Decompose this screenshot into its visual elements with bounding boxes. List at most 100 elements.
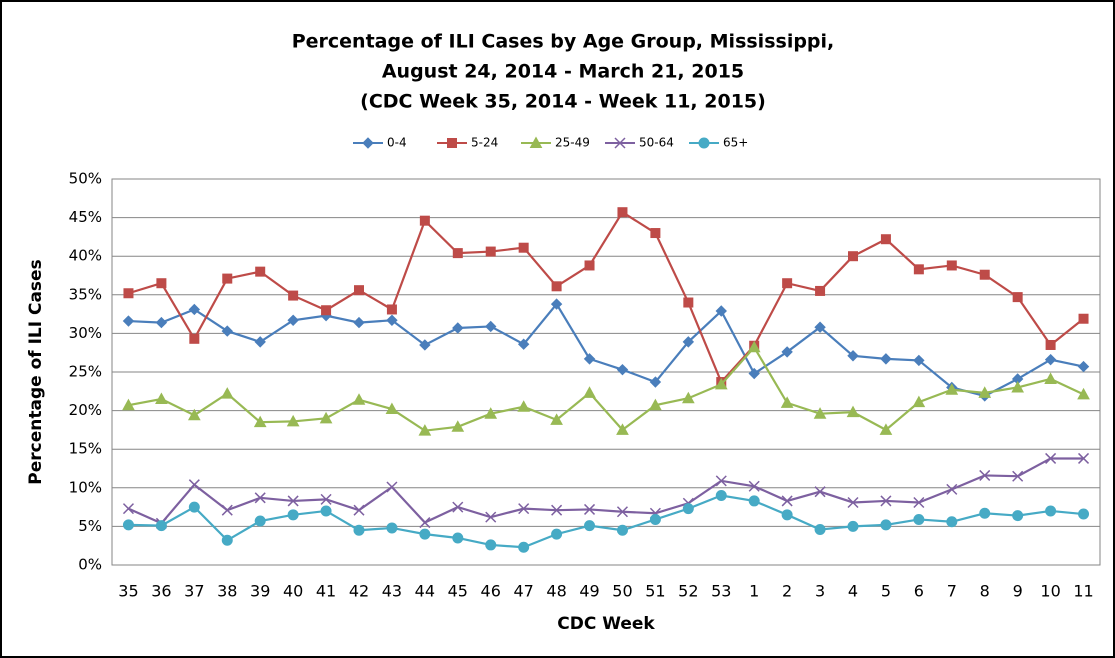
marker <box>123 288 134 299</box>
series <box>123 207 1089 388</box>
marker <box>979 269 990 280</box>
marker <box>583 386 596 398</box>
marker <box>1044 353 1057 366</box>
y-tick-label: 5% <box>78 517 102 535</box>
y-tick-label: 45% <box>69 208 102 226</box>
x-tick-label: 3 <box>815 582 825 601</box>
marker <box>617 207 628 218</box>
x-tick-label: 44 <box>415 582 435 601</box>
marker <box>254 492 266 504</box>
marker <box>846 405 860 418</box>
y-tick-label: 30% <box>69 324 102 342</box>
x-tick-label: 5 <box>881 582 891 601</box>
marker <box>979 507 991 519</box>
marker <box>781 346 793 358</box>
marker <box>452 248 463 259</box>
marker <box>649 513 661 525</box>
marker <box>220 387 234 399</box>
x-tick-label: 7 <box>947 582 957 601</box>
x-tick-label: 4 <box>848 582 858 601</box>
x-tick-label: 8 <box>980 582 990 601</box>
y-tick-label: 40% <box>69 247 102 265</box>
marker <box>221 504 233 516</box>
marker <box>847 520 859 532</box>
legend-label: 5-24 <box>471 136 498 150</box>
marker <box>913 264 924 275</box>
marker <box>451 420 465 432</box>
x-tick-label: 46 <box>481 582 501 601</box>
marker <box>682 503 694 515</box>
marker <box>485 320 497 333</box>
marker <box>551 504 563 516</box>
x-tick-label: 53 <box>711 582 731 601</box>
marker <box>122 519 134 531</box>
marker <box>320 493 332 505</box>
marker <box>584 503 596 515</box>
marker <box>287 509 299 521</box>
marker <box>1045 452 1057 464</box>
marker <box>880 234 891 245</box>
legend-marker <box>529 136 543 148</box>
marker <box>319 411 333 424</box>
marker <box>1077 387 1090 400</box>
marker <box>287 495 299 507</box>
marker <box>452 322 464 334</box>
x-tick-label: 41 <box>316 582 336 601</box>
marker <box>912 395 926 408</box>
marker <box>616 423 629 435</box>
marker <box>518 541 530 553</box>
marker <box>880 353 892 365</box>
marker <box>188 501 200 513</box>
marker <box>650 228 661 239</box>
marker <box>156 278 167 289</box>
marker <box>354 285 364 296</box>
legend-label: 25-49 <box>555 136 590 150</box>
marker <box>321 305 332 316</box>
marker <box>1078 313 1089 324</box>
marker <box>848 251 858 262</box>
marker <box>386 481 398 493</box>
marker <box>288 290 299 301</box>
marker <box>649 398 662 411</box>
marker <box>352 393 366 405</box>
x-tick-label: 6 <box>914 582 924 601</box>
marker <box>715 490 727 502</box>
marker <box>847 496 859 508</box>
marker <box>946 516 958 528</box>
marker <box>254 515 266 527</box>
chart-title: August 24, 2014 - March 21, 2015 <box>382 61 744 83</box>
marker <box>748 480 760 492</box>
marker <box>485 539 497 551</box>
marker <box>419 215 430 226</box>
series <box>122 490 1090 553</box>
marker <box>452 532 464 544</box>
marker <box>188 479 200 491</box>
marker <box>551 528 563 540</box>
marker <box>353 316 365 329</box>
marker <box>550 413 563 425</box>
x-tick-label: 48 <box>546 582 566 601</box>
marker <box>847 350 859 362</box>
marker <box>748 495 760 507</box>
marker <box>781 495 793 507</box>
marker <box>879 423 893 435</box>
x-tick-label: 49 <box>579 582 599 601</box>
marker <box>353 524 365 536</box>
marker <box>122 398 135 411</box>
marker <box>748 367 760 380</box>
x-tick-label: 9 <box>1013 582 1023 601</box>
series-line <box>128 210 1085 385</box>
marker <box>419 528 431 540</box>
y-tick-label: 35% <box>69 285 102 303</box>
series-line <box>128 345 1084 432</box>
marker <box>946 483 958 495</box>
marker <box>187 408 201 421</box>
marker <box>1078 508 1090 520</box>
marker <box>1044 372 1057 384</box>
marker <box>880 495 892 507</box>
marker <box>550 298 563 310</box>
marker <box>221 325 233 337</box>
marker <box>518 242 529 253</box>
marker <box>155 316 168 329</box>
